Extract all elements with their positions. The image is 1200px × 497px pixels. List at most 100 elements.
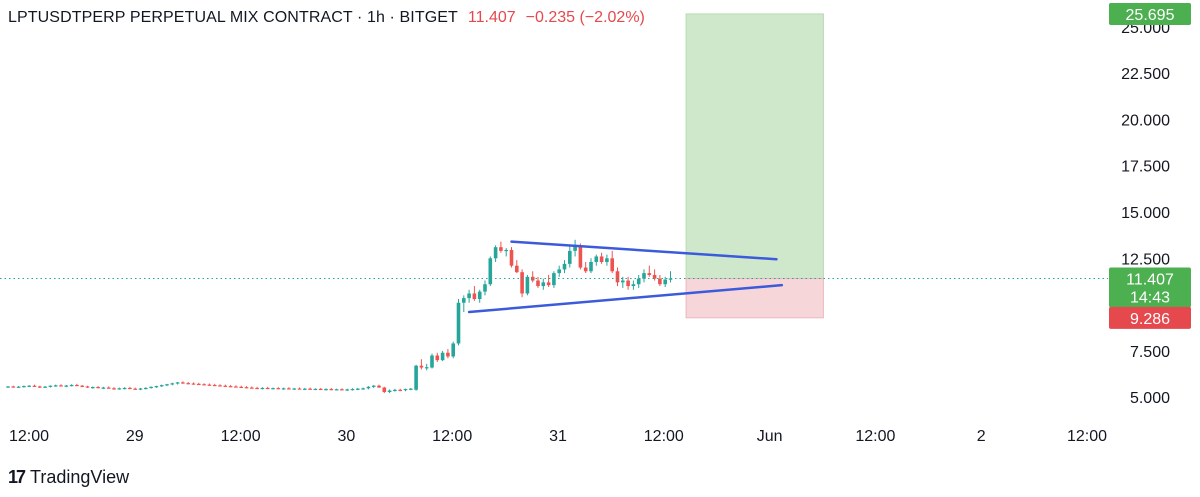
candle-body — [382, 387, 387, 392]
candle-body — [170, 383, 175, 385]
candle-body — [520, 272, 524, 294]
candle-body — [112, 388, 116, 390]
price-tag-label: 9.286 — [1130, 311, 1170, 328]
candle-body — [525, 276, 530, 294]
candle-body — [234, 386, 238, 388]
chart-header: LPTUSDTPERP PERPETUAL MIX CONTRACT · 1h … — [8, 6, 645, 30]
candle-body — [85, 386, 90, 388]
candle-body — [509, 249, 514, 266]
candle-body — [615, 271, 620, 283]
tradingview-logo-icon[interactable]: 17 — [8, 466, 26, 487]
candle-series — [6, 239, 673, 394]
candle-body — [568, 250, 572, 264]
candle-body — [22, 386, 26, 388]
candle-body — [652, 274, 657, 279]
candle-body — [530, 276, 535, 281]
candle-body — [340, 389, 344, 391]
candle-body — [636, 278, 641, 285]
candle-body — [430, 355, 434, 368]
candle-body — [483, 284, 487, 292]
candle-body — [419, 365, 424, 368]
price-tag-target — [1109, 2, 1191, 25]
candle-body — [493, 247, 498, 259]
candle-body — [605, 258, 609, 262]
candle-body — [578, 245, 583, 268]
candle-body — [456, 302, 461, 344]
loss-zone — [685, 278, 824, 319]
candle-body — [292, 388, 296, 390]
time-tick-label: 12:00 — [644, 428, 684, 445]
candle-body — [186, 383, 190, 385]
time-axis[interactable]: 12:00 29 12:00 30 12:00 31 12:00 Jun 12:00 2 12:00 — [9, 428, 1107, 445]
candle-body — [144, 387, 148, 390]
symbol-title: LPTUSDTPERP PERPETUAL MIX CONTRACT · 1h … — [8, 9, 458, 26]
candle-body — [345, 389, 349, 391]
candle-body — [499, 247, 503, 251]
time-tick-label: 2 — [977, 428, 986, 445]
candle-body — [48, 385, 53, 387]
price-tag-label: 25.695 — [1126, 7, 1175, 24]
candle-body — [75, 384, 79, 387]
candle-body — [308, 388, 312, 390]
candle-body — [583, 267, 588, 272]
candle-body — [647, 273, 652, 275]
price-tick-label: 20.000 — [1121, 112, 1170, 129]
candle-body — [663, 279, 667, 285]
candle-body — [133, 388, 137, 390]
candle-body — [69, 384, 74, 387]
candle-body — [165, 384, 169, 386]
candle-body — [287, 388, 291, 390]
candle-body — [11, 386, 16, 388]
brand-name[interactable]: TradingView — [30, 466, 130, 487]
trendline-lower — [467, 283, 784, 314]
time-tick-label: Jun — [757, 428, 783, 445]
trendline-upper — [510, 240, 778, 261]
time-tick-label: 12:00 — [855, 428, 895, 445]
candle-body — [361, 388, 365, 390]
candle-body — [265, 387, 270, 390]
candle-body — [6, 386, 10, 388]
candle-body — [631, 284, 636, 287]
candle-body — [546, 282, 551, 286]
candle-body — [403, 389, 408, 391]
candle-body — [218, 385, 222, 387]
price-chart[interactable]: 5.0007.50010.00012.50015.00017.50020.000… — [0, 0, 1200, 460]
candle-body — [244, 387, 249, 389]
candle-body — [96, 387, 100, 389]
candle-body — [297, 388, 302, 390]
candle-body — [281, 388, 286, 390]
candle-body — [117, 388, 122, 390]
candle-body — [59, 385, 63, 387]
candle-body — [398, 389, 402, 391]
price-tick-label: 5.000 — [1130, 390, 1170, 407]
candle-body — [536, 280, 540, 287]
time-tick-label: 12:00 — [1067, 428, 1107, 445]
last-price: 11.407 — [467, 9, 516, 26]
candle-body — [122, 387, 127, 390]
time-tick-label: 29 — [126, 428, 144, 445]
position-tool[interactable] — [685, 13, 824, 319]
candle-body — [594, 256, 599, 262]
price-tag-label: 11.407 — [1126, 272, 1174, 289]
candle-body — [334, 389, 339, 391]
candle-body — [53, 385, 58, 387]
candle-body — [212, 384, 217, 387]
candle-body — [599, 256, 604, 262]
candle-body — [181, 382, 185, 384]
candle-body — [658, 278, 662, 285]
candle-body — [191, 383, 196, 385]
candle-body — [477, 291, 482, 300]
price-tag-countdown: 14:43 — [1130, 290, 1170, 307]
price-tick-label: 15.000 — [1121, 205, 1170, 222]
candle-body — [239, 386, 243, 389]
time-tick-label: 31 — [549, 428, 567, 445]
time-tick-label: 30 — [338, 428, 356, 445]
candle-body — [64, 385, 69, 387]
trendlines[interactable] — [467, 240, 784, 314]
candle-body — [642, 273, 646, 279]
price-tick-label: 22.500 — [1121, 66, 1170, 83]
price-change: −0.235 (−2.02%) — [525, 9, 645, 26]
candle-body — [393, 389, 397, 391]
candle-body — [318, 388, 323, 391]
price-axis[interactable]: 5.0007.50010.00012.50015.00017.50020.000… — [1121, 20, 1170, 407]
